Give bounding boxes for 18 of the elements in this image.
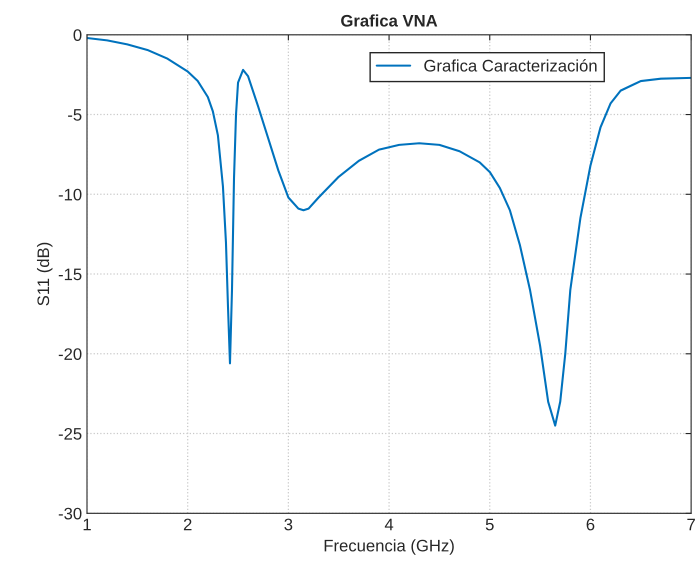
x-tick-label: 7 (687, 518, 695, 530)
y-tick-label: -30 (58, 508, 82, 520)
legend-label: Grafica Caracterización (424, 59, 597, 72)
y-tick-label: -25 (58, 428, 82, 440)
x-tick-label: 3 (284, 518, 292, 530)
x-tick-label: 5 (486, 518, 494, 530)
y-tick-label: -15 (58, 268, 82, 280)
x-tick-label: 2 (184, 518, 192, 530)
y-tick-label: -5 (68, 109, 82, 121)
y-tick-label: 0 (74, 29, 82, 42)
y-axis-title: S11 (dB) (36, 242, 52, 306)
y-tick-label: -20 (58, 348, 82, 360)
x-tick-label: 1 (84, 518, 91, 530)
y-tick-label: -10 (58, 188, 82, 201)
chart-title: Grafica VNA (341, 14, 438, 27)
x-axis-title: Frecuencia (GHz) (324, 539, 454, 555)
x-tick-label: 6 (586, 518, 594, 530)
x-tick-label: 4 (384, 518, 394, 530)
